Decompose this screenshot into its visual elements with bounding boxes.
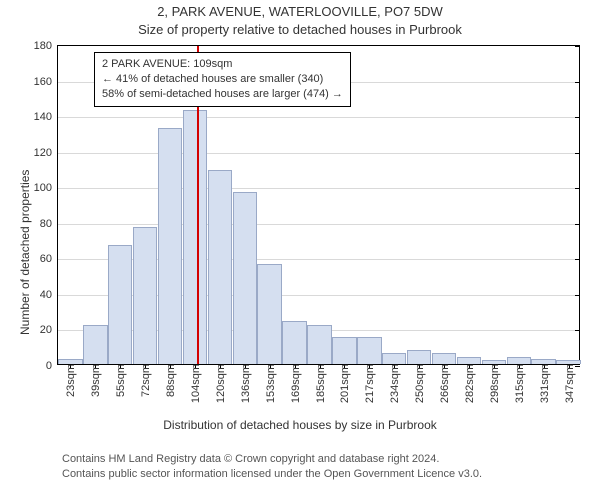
chart-container: 2, PARK AVENUE, WATERLOOVILLE, PO7 5DW S…: [0, 0, 600, 500]
y-tick-mark: [575, 330, 580, 331]
histogram-bar: [432, 353, 456, 364]
footer-attribution: Contains HM Land Registry data © Crown c…: [62, 452, 482, 482]
y-tick-label: 20: [40, 324, 58, 336]
y-tick-label: 120: [34, 147, 58, 159]
y-tick-label: 140: [34, 111, 58, 123]
y-tick-label: 80: [40, 218, 58, 230]
x-tick-label: 104sqm: [188, 364, 202, 403]
histogram-bar: [407, 350, 431, 364]
y-tick-label: 180: [34, 40, 58, 52]
y-tick-mark: [575, 153, 580, 154]
x-tick-label: 185sqm: [313, 364, 327, 403]
y-tick-mark: [575, 224, 580, 225]
x-tick-label: 234sqm: [387, 364, 401, 403]
x-tick-label: 120sqm: [213, 364, 227, 403]
chart-title-line1: 2, PARK AVENUE, WATERLOOVILLE, PO7 5DW: [0, 4, 600, 19]
x-tick-label: 153sqm: [263, 364, 277, 403]
x-tick-label: 55sqm: [113, 364, 127, 397]
y-axis-label: Number of detached properties: [18, 170, 32, 335]
x-tick-label: 298sqm: [487, 364, 501, 403]
gridline: [58, 188, 579, 189]
x-axis-label: Distribution of detached houses by size …: [0, 418, 600, 432]
histogram-bar: [332, 337, 356, 364]
y-tick-label: 60: [40, 253, 58, 265]
histogram-bar: [83, 325, 107, 364]
y-tick-mark: [575, 188, 580, 189]
y-tick-mark: [575, 259, 580, 260]
y-tick-label: 100: [34, 182, 58, 194]
x-tick-label: 169sqm: [288, 364, 302, 403]
x-tick-label: 201sqm: [337, 364, 351, 403]
x-tick-label: 88sqm: [163, 364, 177, 397]
footer-line-2: Contains public sector information licen…: [62, 467, 482, 482]
x-tick-label: 136sqm: [238, 364, 252, 403]
histogram-bar: [158, 128, 182, 364]
histogram-bar: [233, 192, 257, 364]
y-tick-mark: [575, 82, 580, 83]
annotation-line-1: 2 PARK AVENUE: 109sqm: [102, 57, 343, 72]
histogram-bar: [108, 245, 132, 364]
gridline: [58, 224, 579, 225]
y-tick-label: 0: [46, 360, 58, 372]
gridline: [58, 117, 579, 118]
x-tick-label: 347sqm: [562, 364, 576, 403]
histogram-bar: [457, 357, 481, 364]
x-tick-label: 217sqm: [362, 364, 376, 403]
x-tick-label: 72sqm: [138, 364, 152, 397]
x-tick-label: 39sqm: [88, 364, 102, 397]
histogram-bar: [183, 110, 207, 364]
histogram-bar: [507, 357, 531, 364]
gridline: [58, 153, 579, 154]
y-tick-label: 160: [34, 76, 58, 88]
y-tick-mark: [575, 46, 580, 47]
x-tick-label: 331sqm: [537, 364, 551, 403]
chart-title-line2: Size of property relative to detached ho…: [0, 22, 600, 37]
annotation-box: 2 PARK AVENUE: 109sqm ← 41% of detached …: [94, 52, 351, 107]
histogram-bar: [382, 353, 406, 364]
annotation-line-2: ← 41% of detached houses are smaller (34…: [102, 72, 343, 87]
annotation-line-3: 58% of semi-detached houses are larger (…: [102, 87, 343, 102]
x-tick-label: 23sqm: [63, 364, 77, 397]
histogram-bar: [307, 325, 331, 364]
histogram-bar: [133, 227, 157, 364]
y-tick-mark: [575, 295, 580, 296]
plot-area: 02040608010012014016018023sqm39sqm55sqm7…: [57, 45, 580, 365]
histogram-bar: [257, 264, 281, 364]
histogram-bar: [208, 170, 232, 364]
y-tick-label: 40: [40, 289, 58, 301]
y-tick-mark: [575, 117, 580, 118]
histogram-bar: [282, 321, 306, 364]
x-tick-label: 282sqm: [462, 364, 476, 403]
histogram-bar: [357, 337, 381, 364]
footer-line-1: Contains HM Land Registry data © Crown c…: [62, 452, 482, 467]
x-tick-label: 266sqm: [437, 364, 451, 403]
x-tick-label: 315sqm: [512, 364, 526, 403]
x-tick-label: 250sqm: [412, 364, 426, 403]
